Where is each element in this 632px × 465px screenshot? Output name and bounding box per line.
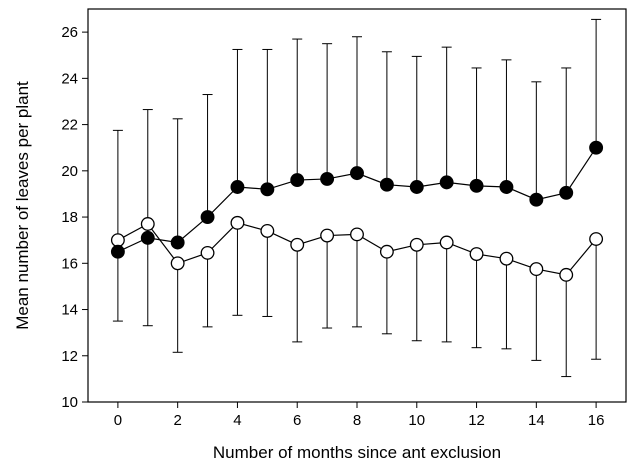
y-tick-label: 16 — [61, 255, 78, 272]
filled-point — [409, 180, 424, 194]
open-point — [110, 233, 125, 248]
x-tick-label: 10 — [408, 412, 425, 429]
y-tick-label: 26 — [61, 24, 78, 41]
open-point — [230, 215, 245, 230]
plot-frame — [87, 8, 627, 403]
x-tick-label: 16 — [588, 412, 605, 429]
filled-point — [110, 244, 125, 259]
open-point — [589, 232, 604, 246]
y-tick-label: 24 — [61, 70, 78, 87]
y-axis-title: Mean number of leaves per plant — [13, 81, 32, 330]
open-point — [290, 237, 305, 252]
x-tick-label: 8 — [353, 412, 361, 429]
open-point — [200, 245, 215, 260]
data-points — [110, 140, 604, 282]
y-tick-label: 10 — [61, 394, 78, 411]
filled-point — [529, 192, 544, 207]
filled-point — [320, 171, 335, 186]
x-tick-label: 4 — [233, 412, 241, 429]
x-tick-label: 12 — [468, 412, 485, 429]
filled-point — [290, 173, 305, 188]
filled-point — [379, 177, 394, 192]
error-bars — [112, 18, 602, 378]
open-point — [320, 228, 335, 243]
open-point — [409, 237, 424, 252]
filled-point — [170, 235, 185, 250]
filled-point — [439, 175, 454, 190]
open-point — [529, 262, 544, 277]
open-point — [379, 244, 394, 259]
open-point — [170, 256, 185, 271]
open-point — [469, 247, 484, 261]
x-tick-label: 2 — [173, 412, 181, 429]
filled-point — [469, 178, 484, 193]
open-point — [559, 267, 574, 282]
y-tick-label: 22 — [61, 117, 78, 134]
x-axis-title: Number of months since ant exclusion — [213, 443, 501, 462]
filled-point — [559, 185, 574, 200]
open-point — [140, 217, 155, 231]
open-point — [350, 227, 364, 242]
filled-point — [589, 140, 604, 155]
x-tick-label: 6 — [293, 412, 301, 429]
filled-point — [260, 182, 275, 197]
x-tick-label: 0 — [114, 412, 122, 429]
filled-point — [200, 210, 215, 225]
x-tick-label: 14 — [528, 412, 545, 429]
open-point — [499, 251, 514, 266]
filled-point — [140, 230, 155, 245]
open-point — [439, 235, 454, 250]
y-tick-label: 18 — [61, 209, 78, 226]
y-tick-label: 20 — [61, 163, 78, 180]
open-point — [260, 223, 275, 238]
y-tick-label: 14 — [61, 302, 78, 319]
filled-point — [499, 180, 514, 194]
filled-point — [350, 166, 364, 181]
y-tick-label: 12 — [61, 348, 78, 365]
filled-point — [230, 180, 245, 194]
